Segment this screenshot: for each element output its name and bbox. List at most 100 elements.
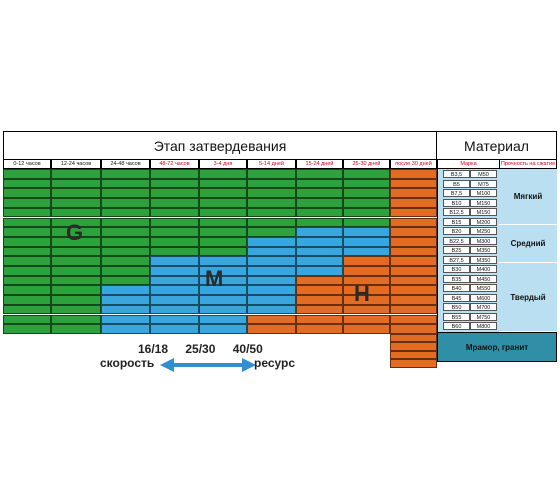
grid-cell xyxy=(150,188,199,199)
grid-cell xyxy=(390,324,437,334)
grade-row: B45 M600 xyxy=(443,293,497,302)
grid-cell xyxy=(199,169,247,179)
grid-cell xyxy=(343,236,390,247)
grid-cell xyxy=(296,178,343,189)
grade-row: B5 M75 xyxy=(443,179,497,188)
grid-cell xyxy=(343,246,390,257)
grid-cell xyxy=(3,227,51,237)
grade-class: B55 xyxy=(443,312,470,321)
grade-row: B10 M150 xyxy=(443,198,497,207)
grid-cell xyxy=(390,217,437,228)
grid-cell xyxy=(3,295,51,305)
grid-cell xyxy=(247,304,296,315)
grid-cell xyxy=(101,217,150,228)
grid-cell xyxy=(343,304,390,315)
grid-cell xyxy=(150,285,199,296)
grade-class: B27,5 xyxy=(443,255,470,264)
grid-cell xyxy=(51,246,101,257)
grid-cell xyxy=(390,304,437,315)
zone-m-label: M xyxy=(205,266,224,291)
grid-cell xyxy=(3,304,51,315)
grid-cell xyxy=(343,285,390,296)
grid-cell xyxy=(296,275,343,286)
grade-mark: M550 xyxy=(470,284,497,292)
column-header: 15-24 дней xyxy=(296,160,343,169)
grid-cell xyxy=(343,217,390,228)
grid-cell xyxy=(343,256,390,266)
grid-cell xyxy=(199,314,247,325)
grid-cell xyxy=(51,256,101,266)
grid-cell xyxy=(296,217,343,228)
grade-mark: M800 xyxy=(470,322,497,330)
grid-cell xyxy=(343,266,390,276)
grid-cell xyxy=(296,236,343,247)
column-header: после 30 дней xyxy=(390,160,437,169)
grid-cell xyxy=(150,178,199,189)
grid-cell xyxy=(51,285,101,296)
grade-class: B10 xyxy=(443,198,470,207)
grid-cell xyxy=(390,350,437,360)
grade-mark: M150 xyxy=(470,208,497,216)
grade-mark: M450 xyxy=(470,274,497,283)
grid-cell xyxy=(296,256,343,266)
grid-cell xyxy=(390,359,437,368)
grid-cell xyxy=(101,207,150,218)
grid-cell xyxy=(101,275,150,286)
grid-cell xyxy=(101,246,150,257)
grid-cell xyxy=(199,217,247,228)
zone-g-label: G xyxy=(66,220,84,245)
double-arrow-icon xyxy=(160,358,256,372)
grade-mark: M200 xyxy=(470,217,497,226)
grid-cell xyxy=(101,178,150,189)
grade-row: B30 M400 xyxy=(443,265,497,273)
grid-cell xyxy=(199,285,247,296)
grid-cell xyxy=(247,285,296,296)
grid-cell xyxy=(3,178,51,189)
grid-cell xyxy=(3,256,51,266)
grid-cell xyxy=(3,198,51,208)
grade-class: B30 xyxy=(443,265,470,273)
grid-cell xyxy=(247,324,296,334)
grid-cell xyxy=(390,169,437,179)
grid-cell xyxy=(199,246,247,257)
grade-class: B50 xyxy=(443,303,470,311)
strength-header: Прочность на сжатие xyxy=(499,160,557,169)
grid-cell xyxy=(247,236,296,247)
grid-cell xyxy=(150,236,199,247)
grid-cell xyxy=(390,266,437,276)
grid-cell xyxy=(247,266,296,276)
grid-cell xyxy=(51,275,101,286)
grid-cell xyxy=(101,266,150,276)
grid-cell xyxy=(296,207,343,218)
grid-cell xyxy=(296,314,343,325)
grade-mark: M300 xyxy=(470,236,497,245)
grid-cell xyxy=(101,256,150,266)
grid-cell xyxy=(390,246,437,257)
grid-cell xyxy=(199,178,247,189)
grid-cell xyxy=(51,227,101,237)
grade-mark: M50 xyxy=(470,170,497,178)
grade-class: B45 xyxy=(443,293,470,302)
grade-mark: M600 xyxy=(470,293,497,302)
speed-value: 40/50 xyxy=(232,342,263,356)
grid-cell xyxy=(199,324,247,334)
grid-cell xyxy=(51,178,101,189)
grade-row: B15 M200 xyxy=(443,217,497,226)
speed-values: 16/18 25/30 40/50 xyxy=(138,342,263,356)
zone-h-label: H xyxy=(354,281,370,306)
grid-cell xyxy=(51,198,101,208)
grade-class: B12,5 xyxy=(443,208,470,216)
grid-cell xyxy=(343,188,390,199)
grid-cell xyxy=(101,324,150,334)
grid-cell xyxy=(247,295,296,305)
grid-cell xyxy=(150,246,199,257)
grid-cell xyxy=(150,227,199,237)
grid-cell xyxy=(296,246,343,257)
grid-cell xyxy=(101,198,150,208)
grid-cell xyxy=(247,217,296,228)
grid-cell xyxy=(390,314,437,325)
material-header: Материал xyxy=(437,131,557,160)
grade-mark: M350 xyxy=(470,255,497,264)
grid-cell xyxy=(199,227,247,237)
grid-cell xyxy=(343,207,390,218)
